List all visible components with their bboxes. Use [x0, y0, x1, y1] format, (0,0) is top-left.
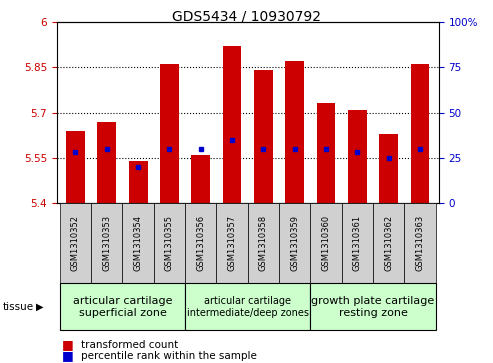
Text: ▶: ▶	[36, 302, 43, 312]
Text: GSM1310357: GSM1310357	[228, 215, 237, 271]
Text: GSM1310353: GSM1310353	[103, 215, 111, 271]
Text: GSM1310361: GSM1310361	[353, 215, 362, 271]
Text: articular cartilage
intermediate/deep zones: articular cartilage intermediate/deep zo…	[187, 296, 309, 318]
Bar	[66, 131, 85, 203]
Bar	[129, 161, 147, 203]
Bar	[254, 70, 273, 203]
Text: GSM1310355: GSM1310355	[165, 215, 174, 271]
Bar	[160, 64, 179, 203]
Text: GSM1310356: GSM1310356	[196, 215, 205, 271]
Text: GSM1310360: GSM1310360	[321, 215, 330, 271]
Text: GSM1310362: GSM1310362	[384, 215, 393, 271]
Text: GSM1310363: GSM1310363	[416, 215, 424, 271]
Text: percentile rank within the sample: percentile rank within the sample	[81, 351, 257, 361]
Text: ■: ■	[62, 338, 73, 351]
Text: transformed count: transformed count	[81, 340, 178, 350]
Bar	[411, 64, 429, 203]
Text: GSM1310358: GSM1310358	[259, 215, 268, 271]
Bar	[379, 134, 398, 203]
Text: ■: ■	[62, 349, 73, 362]
Bar	[98, 122, 116, 203]
Text: tissue: tissue	[2, 302, 34, 312]
Text: GSM1310359: GSM1310359	[290, 215, 299, 271]
Bar	[348, 110, 367, 203]
Text: growth plate cartilage
resting zone: growth plate cartilage resting zone	[312, 296, 435, 318]
Bar	[317, 103, 335, 203]
Text: GSM1310354: GSM1310354	[134, 215, 142, 271]
Bar	[191, 155, 210, 203]
Text: GSM1310352: GSM1310352	[71, 215, 80, 271]
Bar	[223, 46, 242, 203]
Bar	[285, 61, 304, 203]
Text: GDS5434 / 10930792: GDS5434 / 10930792	[172, 9, 321, 23]
Text: articular cartilage
superficial zone: articular cartilage superficial zone	[72, 296, 172, 318]
